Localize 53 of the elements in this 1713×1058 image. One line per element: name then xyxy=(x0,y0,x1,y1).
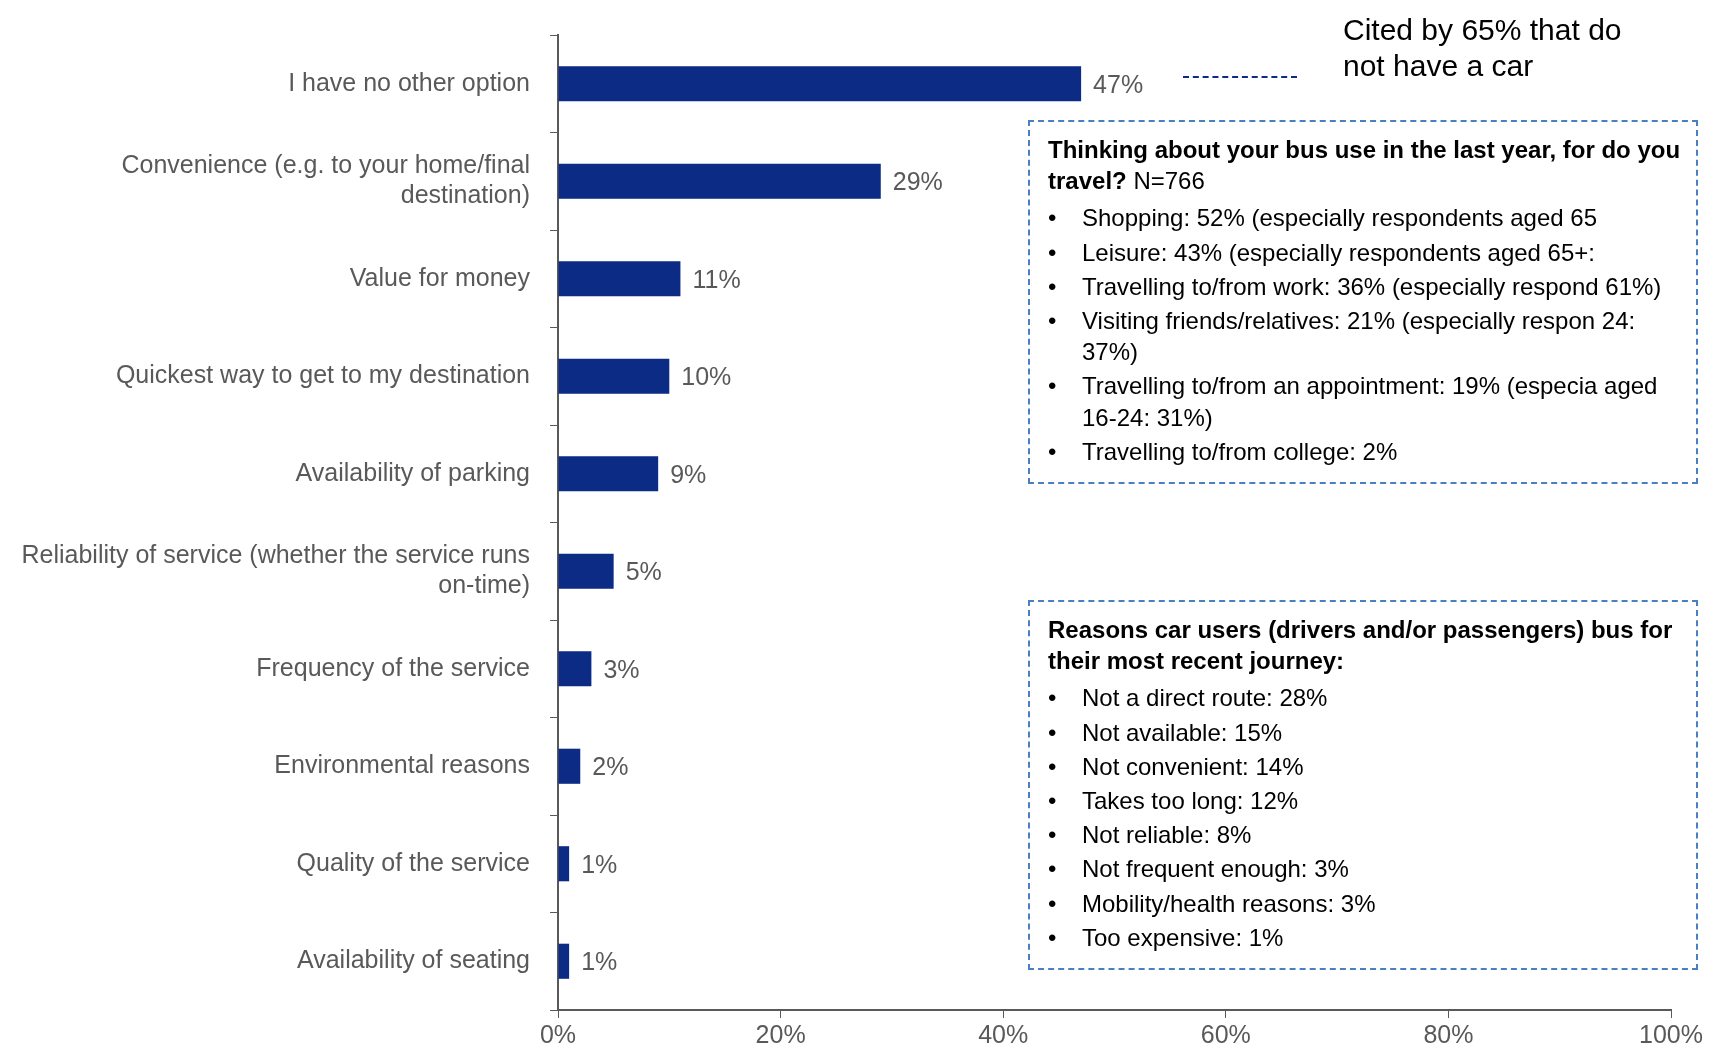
bar xyxy=(558,943,570,979)
y-tick-label: I have no other option xyxy=(288,67,530,96)
x-tick-label: 60% xyxy=(1200,1019,1251,1048)
bar xyxy=(558,651,592,687)
data-label: 29% xyxy=(892,167,943,196)
annotation: • Shopping: 52% (especially respondents aged 65 xyxy=(1048,203,1599,234)
bar xyxy=(558,163,881,199)
annotation: • Not convenient: 14% xyxy=(1048,751,1305,782)
x-tick-label: 0% xyxy=(539,1019,577,1048)
annotation: • Visiting friends/relatives: 21% (especially respon 24: 37%) xyxy=(1048,305,1637,368)
annotation: Reasons car users (drivers and/or passengers) bus for their most recent journey: xyxy=(1048,615,1674,677)
data-label: 3% xyxy=(603,654,640,683)
annotation: • Travelling to/from college: 2% xyxy=(1048,436,1399,467)
annotation: • Travelling to/from an appointment: 19% (especia aged 16-24: 31%) xyxy=(1048,371,1659,433)
x-tick-label: 80% xyxy=(1423,1019,1474,1048)
bar xyxy=(558,553,614,589)
y-tick-label: Convenience (e.g. to your home/final destination) xyxy=(121,150,530,209)
bar xyxy=(558,456,659,492)
annotation: • Takes too long: 12% xyxy=(1048,785,1300,816)
data-label: 10% xyxy=(681,362,732,391)
y-tick-label: Reliability of service (whether the service runs on-time) xyxy=(21,540,530,599)
data-label: 2% xyxy=(592,752,629,781)
data-label: 1% xyxy=(581,849,618,878)
annotation: • Mobility/health reasons: 3% xyxy=(1048,888,1377,919)
annotation: • Leisure: 43% (especially respondents aged 65+: xyxy=(1048,237,1596,268)
data-label: 1% xyxy=(581,947,618,976)
y-tick-label: Quality of the service xyxy=(296,847,530,876)
annotation: • Travelling to/from work: 36% (especially respond 61%) xyxy=(1048,271,1663,302)
data-label: 11% xyxy=(692,264,741,293)
y-tick-label: Frequency of the service xyxy=(256,652,530,681)
bar xyxy=(558,66,1082,102)
y-tick-label: Environmental reasons xyxy=(274,750,530,779)
y-tick-label: Availability of seating xyxy=(296,945,530,974)
y-tick-label: Availability of parking xyxy=(295,457,530,486)
bar xyxy=(558,358,670,394)
annotation: • Not a direct route: 28% xyxy=(1048,683,1329,714)
x-tick-label: 100% xyxy=(1639,1019,1703,1048)
x-tick-label: 40% xyxy=(978,1019,1029,1048)
bar xyxy=(558,261,681,297)
bar xyxy=(558,846,570,882)
annotation: • Not frequent enough: 3% xyxy=(1048,854,1350,885)
data-label: 47% xyxy=(1093,69,1144,98)
x-tick-label: 20% xyxy=(755,1019,806,1048)
data-label: 9% xyxy=(670,459,707,488)
y-tick-label: Quickest way to get to my destination xyxy=(115,360,530,389)
bar xyxy=(558,748,581,784)
data-label: 5% xyxy=(625,557,662,586)
y-tick-label: Value for money xyxy=(349,262,531,291)
annotation: N=766 xyxy=(1133,167,1205,195)
annotation: • Not reliable: 8% xyxy=(1048,820,1253,851)
annotation: • Too expensive: 1% xyxy=(1048,922,1285,953)
annotation: • Not available: 15% xyxy=(1048,717,1284,748)
annotation: Cited by 65% that do not have a car xyxy=(1343,12,1623,84)
